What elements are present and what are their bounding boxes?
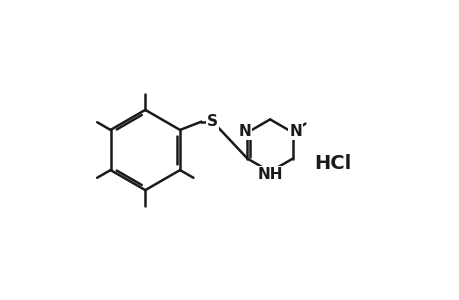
Text: S: S [207, 114, 218, 129]
Text: HCl: HCl [313, 154, 350, 173]
Text: N: N [289, 124, 302, 139]
Text: NH: NH [257, 167, 283, 182]
Text: N: N [238, 124, 250, 139]
